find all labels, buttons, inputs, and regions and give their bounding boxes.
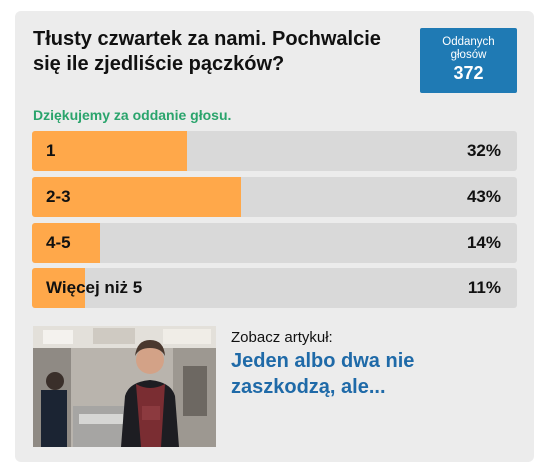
related-article-link[interactable]: Jeden albo dwa nie zaszkodzą, ale... — [231, 350, 415, 398]
poll-option-label: Więcej niż 5 — [46, 278, 143, 297]
poll-card: Tłusty czwartek za nami. Pochwalcie się … — [15, 11, 534, 462]
poll-question: Tłusty czwartek za nami. Pochwalcie się … — [33, 28, 381, 75]
poll-option-bar — [32, 131, 188, 171]
votes-counter: Oddanych głosów 372 — [420, 28, 517, 93]
poll-option-label: 1 — [46, 141, 56, 160]
poll-option: 1 32% — [32, 131, 517, 171]
poll-option: Więcej niż 5 11% — [32, 268, 517, 308]
poll-option-bar — [32, 223, 100, 263]
poll-option-percent: 32% — [466, 141, 501, 160]
poll-option-bar — [32, 268, 86, 308]
thanks-message: Dziękujemy za oddanie głosu. — [33, 107, 232, 123]
poll-option-label: 4-5 — [46, 233, 71, 252]
article-photo-icon — [33, 326, 216, 447]
votes-label: Oddanych głosów — [442, 36, 495, 61]
poll-option-label: 2-3 — [46, 187, 71, 206]
poll-option-percent: 14% — [466, 233, 501, 252]
votes-count: 372 — [453, 63, 484, 83]
poll-option-percent: 11% — [467, 278, 501, 297]
poll-option-bar — [32, 177, 241, 217]
poll-option-percent: 43% — [466, 187, 501, 206]
poll-option: 4-5 14% — [32, 223, 517, 263]
see-article-label: Zobacz artykuł: — [231, 329, 333, 346]
poll-option: 2-3 43% — [32, 177, 517, 217]
article-thumbnail[interactable] — [33, 326, 216, 447]
